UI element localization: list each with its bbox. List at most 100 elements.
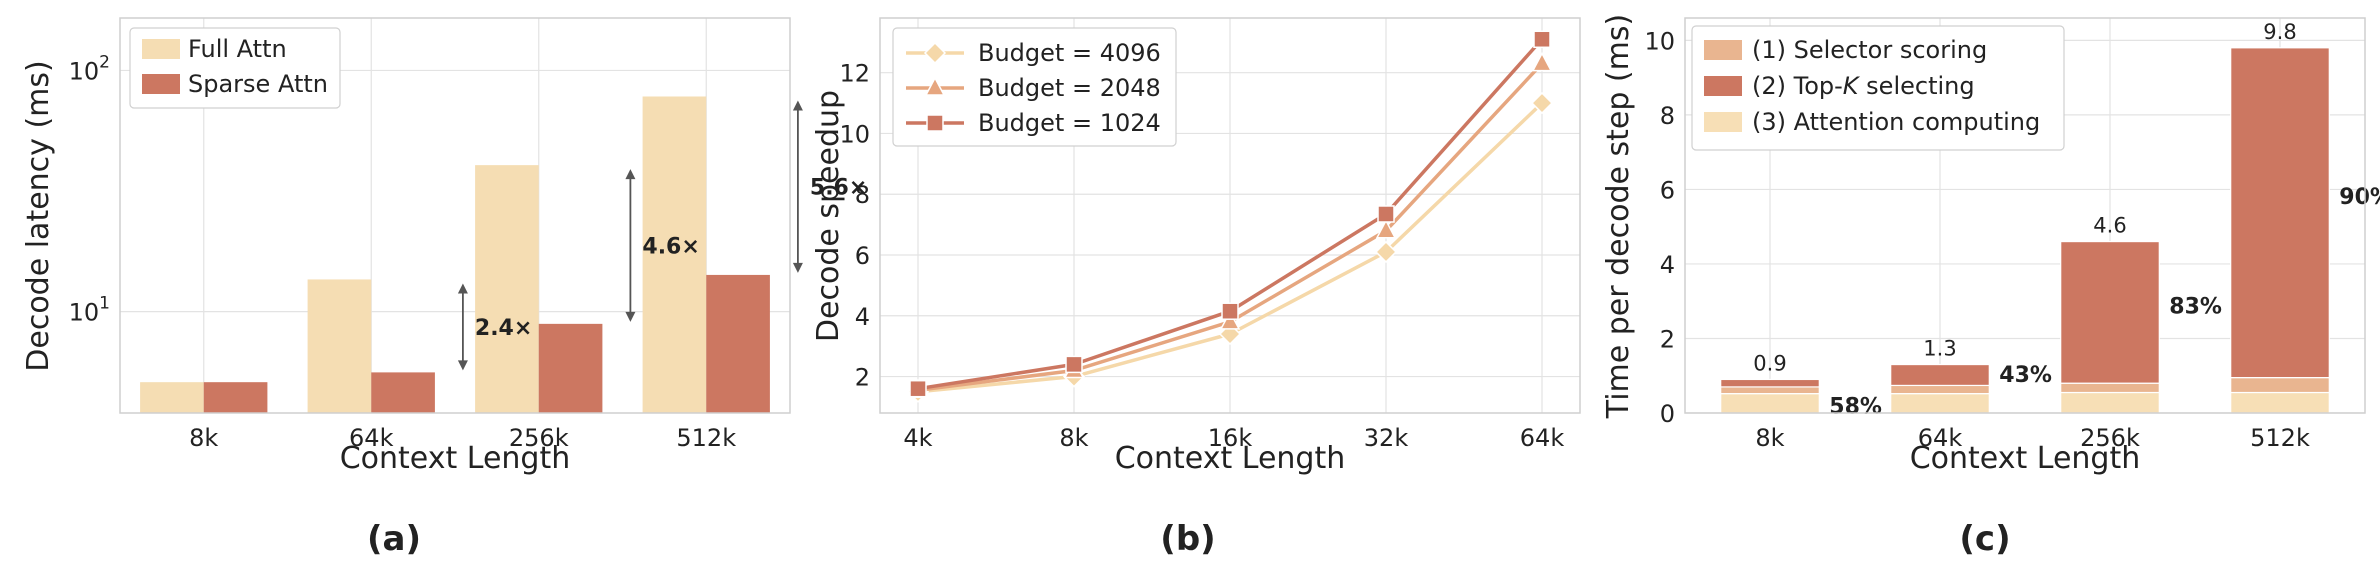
point-budget-1024-8k (1065, 355, 1083, 374)
legend-entry-topk-selecting: (2) Top-K selecting (1752, 72, 1975, 100)
legend-marker-budget-4096 (923, 41, 947, 65)
speedup-arrow-64k-head-bottom (457, 360, 468, 371)
legend-entry-budget-1024: Budget = 1024 (978, 109, 1161, 137)
x-tick-label-4k: 4k (903, 424, 932, 452)
bar-segment-1-selector-scoring-8k (1720, 386, 1820, 395)
bar-sparse-attn-64k (371, 372, 435, 413)
y-tick-label-6: 6 (1660, 176, 1675, 204)
legend-entry-budget-4096: Budget = 4096 (978, 39, 1161, 67)
speedup-arrow-256k-head-bottom (625, 311, 636, 322)
total-label-512k: 9.8 (2263, 20, 2296, 44)
y-tick-label-10: 10 (1644, 27, 1675, 55)
bar-segment-1-selector-scoring-256k (2060, 382, 2160, 394)
legend-marker-budget-1024 (926, 114, 944, 132)
total-label-8k: 0.9 (1753, 351, 1786, 375)
x-tick-label-8k: 8k (189, 424, 218, 452)
share-label-8k: 58% (1829, 395, 1882, 420)
bar-segment-3-attention-computing-512k (2230, 391, 2330, 414)
bar-full-attn-256k (475, 165, 539, 413)
y-tick-label-8: 8 (1660, 102, 1675, 130)
y-tick-label-4: 4 (855, 303, 870, 331)
panel-label: (a) (367, 519, 421, 559)
x-tick-label-512k: 512k (676, 424, 736, 452)
x-axis-label: Context Length (1115, 441, 1346, 476)
bar-segment-2-top-k-selecting-8k (1720, 378, 1820, 388)
x-tick-label-256k: 256k (509, 424, 569, 452)
speedup-arrow-512k (792, 100, 803, 273)
y-tick-label: 101 (69, 294, 110, 327)
y-tick-exponent: 2 (99, 52, 110, 72)
legend: Budget = 4096 Budget = 2048 Budget = 102… (892, 27, 1177, 147)
bar-sparse-attn-8k (203, 382, 268, 413)
point-budget-4096-64k (1530, 92, 1554, 115)
share-label-512k: 90% (2339, 185, 2380, 210)
legend-marker-budget-2048 (924, 76, 946, 96)
x-tick-label-8k: 8k (1755, 424, 1784, 452)
point-budget-1024-16k (1221, 302, 1239, 320)
point-budget-4096-32k (1374, 240, 1398, 264)
share-label-64k: 43% (1999, 363, 2052, 388)
legend-entry-sparse-attn: Sparse Attn (188, 70, 328, 98)
legend-swatch-sparse-attn (142, 74, 180, 94)
x-axis-label: Context Length (1910, 441, 2141, 476)
speedup-arrow-256k-head-top (625, 169, 636, 180)
total-label-256k: 4.6 (2093, 214, 2126, 238)
x-tick-label-64k: 64k (1918, 424, 1963, 452)
share-label-256k: 83% (2169, 294, 2222, 319)
bar-full-attn-512k (642, 96, 707, 413)
bar-segment-3-attention-computing-64k (1890, 393, 1990, 414)
bar-sparse-attn-256k (538, 323, 603, 413)
speedup-arrow-64k (457, 283, 468, 371)
legend-entry-selector-scoring: (1) Selector scoring (1752, 36, 1987, 64)
bar-segment-2-top-k-selecting-512k (2230, 47, 2330, 379)
panel-b-decode-speedup: 2 4 6 8 10 12 4k 8k 16k 32k 64k Budget = 4096 Bud… (811, 17, 1581, 559)
x-axis-label: Context Length (340, 441, 571, 476)
point-budget-1024-64k (1533, 30, 1551, 49)
y-axis-label: Time per decode step (ms) (1601, 14, 1636, 419)
y-tick-label-12: 12 (839, 60, 870, 88)
plot-frame (1684, 17, 2366, 414)
y-tick-label-6: 6 (855, 242, 870, 270)
y-tick-base: 10 (69, 299, 100, 327)
speedup-annotation-64k: 2.4× (475, 316, 532, 341)
y-tick-label: 102 (69, 52, 110, 85)
x-tick-label-512k: 512k (2250, 424, 2310, 452)
series-budget-1024 (909, 30, 1551, 398)
y-tick-exponent: 1 (99, 294, 110, 314)
legend: (1) Selector scoring (2) Top-K selecting… (1691, 25, 2065, 151)
legend: Full Attn Sparse Attn (129, 27, 341, 109)
x-tick-label-16k: 16k (1208, 424, 1253, 452)
legend-swatch-selector-scoring (1704, 40, 1742, 60)
x-tick-label-64k: 64k (349, 424, 394, 452)
speedup-arrow-512k-head-bottom (792, 262, 803, 273)
legend-entry-attention-computing: (3) Attention computing (1752, 108, 2040, 136)
point-budget-1024-4k (909, 379, 927, 398)
x-tick-label-64k: 64k (1520, 424, 1565, 452)
legend-swatch-attention-computing (1704, 112, 1742, 132)
speedup-annotation-512k: 5.6× (810, 176, 867, 201)
y-tick-base: 10 (69, 57, 100, 85)
point-budget-2048-32k (1375, 219, 1397, 239)
y-tick-label-4: 4 (1660, 251, 1675, 279)
x-tick-label-8k: 8k (1059, 424, 1088, 452)
plot-frame (119, 17, 791, 414)
legend-entry-full-attn: Full Attn (188, 35, 287, 63)
speedup-annotation-256k: 4.6× (642, 234, 699, 259)
bar-segment-2-top-k-selecting-256k (2060, 240, 2160, 384)
speedup-arrow-512k-head-top (792, 100, 803, 111)
bar-segment-3-attention-computing-8k (1720, 393, 1820, 414)
panel-label: (c) (1959, 519, 2010, 559)
point-budget-2048-64k (1531, 51, 1553, 72)
panel-c-time-breakdown: 0.9 58% 1.3 43% 4.6 83% 9.8 90% 0 2 4 6 8 10 8k 64k 25… (1601, 14, 2380, 559)
legend-swatch-topk-selecting (1704, 76, 1742, 96)
bar-segment-3-attention-computing-256k (2060, 391, 2160, 414)
total-label-64k: 1.3 (1923, 337, 1956, 361)
bar-full-attn-64k (307, 279, 372, 413)
y-tick-label-8: 8 (855, 181, 870, 209)
bar-segment-2-top-k-selecting-64k (1890, 363, 1990, 387)
speedup-arrow-64k-head-top (457, 283, 468, 294)
panel-label: (b) (1160, 519, 1215, 559)
bar-sparse-attn-512k (706, 274, 770, 413)
